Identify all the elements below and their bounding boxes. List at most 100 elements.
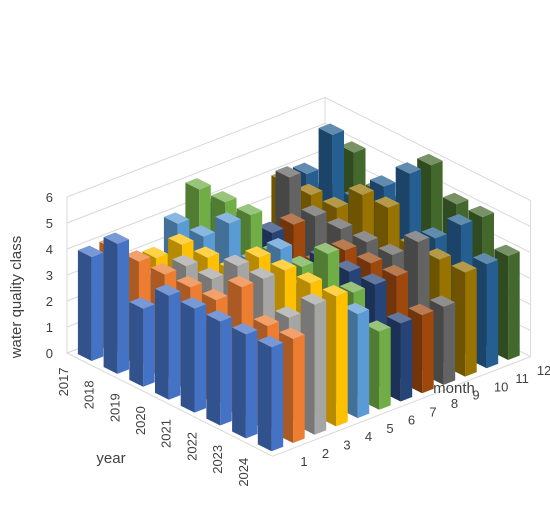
bar-top — [275, 166, 301, 178]
x-axis-title: year — [96, 450, 125, 467]
bar-top — [335, 260, 361, 272]
bar-face — [245, 329, 258, 439]
bar-top — [451, 261, 477, 273]
z-tick-label: 7 — [429, 404, 436, 419]
bar-top — [163, 212, 190, 224]
bar-top — [447, 214, 473, 226]
bar-2019-m1 — [129, 297, 155, 387]
x-tick-label: 2018 — [82, 380, 97, 409]
z-tick-label: 1 — [300, 454, 307, 469]
bar-top — [386, 312, 413, 324]
bar-face — [220, 317, 232, 426]
bar-top — [103, 232, 129, 244]
bar-2020-m1 — [155, 284, 181, 400]
x-tick-label: 2017 — [56, 367, 71, 396]
bar-top — [266, 238, 293, 250]
bar-top — [442, 192, 469, 205]
bar-top — [331, 239, 357, 251]
bar-top — [150, 263, 177, 275]
bar-2024-m1 — [257, 335, 284, 452]
bar-side — [77, 250, 92, 361]
bar-top — [223, 254, 250, 266]
bar-top — [292, 162, 319, 174]
bar-top — [215, 212, 241, 224]
y-tick-label: 6 — [46, 190, 53, 205]
bar-top — [232, 323, 258, 335]
bar-face — [168, 291, 181, 400]
bar-face — [400, 319, 413, 402]
bar-top — [257, 335, 284, 348]
bar-top — [245, 246, 271, 258]
bar-2024-m3 — [300, 293, 327, 435]
z-tick-label: 5 — [386, 421, 393, 436]
bar-top — [168, 233, 194, 245]
z-tick-label: 8 — [451, 396, 458, 411]
bar-top — [176, 276, 202, 288]
bar-face — [271, 342, 284, 452]
bar-top — [352, 230, 379, 243]
bar-top — [417, 153, 443, 166]
y-tick-label: 3 — [46, 268, 53, 283]
x-tick-label: 2019 — [107, 393, 122, 422]
bar-top — [356, 252, 383, 264]
z-tick-label: 4 — [365, 429, 372, 444]
bar-top — [374, 196, 400, 208]
z-tick-label: 10 — [494, 379, 508, 394]
bar-top — [129, 297, 155, 309]
bar-top — [468, 205, 494, 218]
bar-top — [253, 314, 279, 327]
bar-top — [125, 250, 151, 262]
bar-top — [361, 273, 387, 285]
bar-face — [293, 334, 305, 443]
bar-face — [117, 239, 129, 374]
y-tick-label: 0 — [46, 346, 53, 361]
bar-top — [340, 141, 366, 153]
bar-top — [270, 259, 297, 271]
bar-2018-m1 — [103, 232, 129, 374]
bar-top — [279, 213, 306, 225]
bar-top — [408, 303, 434, 316]
bar-top — [301, 205, 327, 217]
bar-face — [194, 304, 207, 413]
bar-top — [339, 281, 365, 293]
bar-top — [382, 264, 408, 277]
z-tick-label: 9 — [472, 388, 479, 403]
bar-2023-m1 — [232, 323, 258, 439]
bar-top — [370, 175, 396, 187]
y-axis-title: water quality class — [8, 236, 25, 360]
bar-side — [206, 314, 221, 426]
bar-side — [129, 301, 144, 387]
bar-top — [198, 267, 224, 280]
bar-face — [508, 251, 520, 360]
bar-top — [343, 302, 370, 315]
bar-side — [180, 301, 195, 413]
z-tick-label: 3 — [343, 437, 350, 452]
bar-2021-m1 — [180, 297, 207, 413]
bar-top — [206, 310, 232, 322]
bar-top — [404, 230, 430, 242]
bar-face — [357, 309, 370, 419]
bar-top — [494, 244, 520, 256]
bar-top — [288, 255, 314, 268]
y-tick-label: 2 — [46, 294, 53, 309]
bar-top — [297, 183, 323, 196]
bars-group — [77, 123, 520, 452]
bar-top — [395, 162, 422, 174]
y-tick-label: 5 — [46, 216, 53, 231]
bar-face — [486, 259, 499, 369]
bar-side — [103, 237, 118, 374]
bar-top — [172, 254, 198, 267]
bar-top — [425, 248, 451, 260]
bar-top — [348, 183, 374, 195]
z-tick-label: 6 — [408, 413, 415, 428]
bar-face — [422, 310, 434, 394]
bar-top — [180, 297, 207, 309]
z-tick-label: 2 — [322, 446, 329, 461]
bar-side — [232, 327, 246, 439]
bar-top — [258, 221, 284, 233]
bar-top — [142, 246, 168, 259]
bar-top — [249, 267, 275, 279]
bar-face — [465, 268, 477, 377]
